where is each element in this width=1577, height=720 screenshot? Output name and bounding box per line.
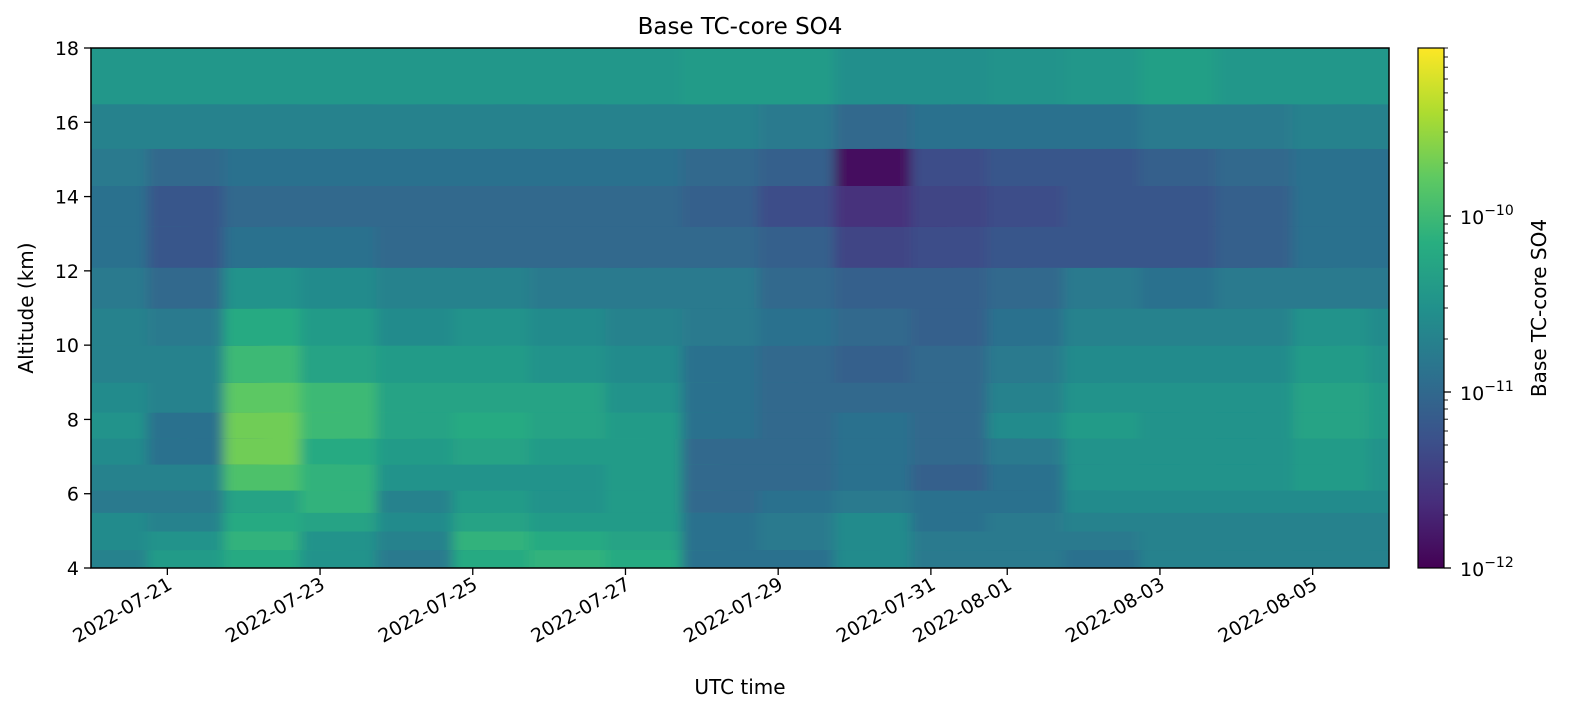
x-tick-label: 2022-08-03 [1062, 573, 1169, 647]
heatmap-cell [1369, 185, 1389, 227]
y-tick-label: 6 [67, 484, 79, 506]
heatmap-cell [1369, 464, 1389, 491]
colorbar-tick-label: 10−12 [1460, 555, 1514, 581]
colorbar-ticks: 10−12 10−11 10−10 [1444, 47, 1514, 581]
y-tick-label: 10 [55, 335, 79, 357]
heatmap-cell [1292, 185, 1389, 227]
x-axis-label: UTC time [694, 675, 785, 699]
heatmap-cell [1369, 530, 1389, 551]
heatmap-cell [1369, 438, 1389, 465]
y-tick-label: 8 [67, 409, 79, 431]
y-tick-label: 12 [55, 261, 79, 283]
colorbar-tick-label: 10−10 [1460, 203, 1514, 229]
y-tick-label: 16 [55, 112, 79, 134]
heatmap-cell [1292, 267, 1389, 309]
colorbar: 10−12 10−11 10−10 Base TC-core SO4 [1417, 47, 1551, 581]
heatmap-cell [1369, 345, 1389, 383]
heatmap-cell [1369, 226, 1389, 268]
heatmap-cell [1292, 464, 1389, 491]
heatmap-cell [1292, 226, 1389, 268]
x-tick-label: 2022-07-23 [222, 573, 329, 647]
heatmap-cell [1369, 412, 1389, 439]
heatmap-cell [1292, 490, 1389, 513]
y-axis: 4 6 8 10 12 14 16 18 [55, 38, 91, 580]
heatmap-cell [1369, 490, 1389, 513]
heatmap-cell [1292, 148, 1389, 186]
chart-title: Base TC-core SO4 [638, 14, 843, 40]
heatmap-cell [1369, 267, 1389, 309]
heatmap-cell [1292, 530, 1389, 551]
heatmap-cell [1292, 438, 1389, 465]
heatmap-cell [1369, 308, 1389, 346]
heatmap-cell [1292, 48, 1389, 105]
x-axis: 2022-07-21 2022-07-23 2022-07-25 2022-07-27… [69, 568, 1321, 648]
y-tick-label: 4 [67, 558, 79, 580]
x-tick-label: 2022-07-29 [680, 573, 787, 647]
heatmap-cell [1292, 103, 1389, 149]
heatmap-cell [1292, 412, 1389, 439]
y-axis-label: Altitude (km) [14, 242, 38, 373]
heatmap-cell [1369, 382, 1389, 413]
heatmap-cell [1369, 549, 1389, 568]
heatmap-cell-group [91, 48, 1389, 568]
colorbar-label: Base TC-core SO4 [1527, 219, 1551, 397]
colorbar-tick-label: 10−11 [1460, 379, 1514, 405]
x-tick-label: 2022-07-21 [69, 573, 176, 647]
y-tick-label: 18 [55, 38, 79, 60]
x-tick-label: 2022-07-27 [527, 573, 634, 647]
heatmap-cell [1292, 549, 1389, 568]
x-tick-label: 2022-07-25 [375, 573, 482, 647]
heatmap-cell [1292, 512, 1389, 532]
colorbar-gradient [1418, 48, 1444, 568]
plot-frame [90, 47, 1390, 569]
heatmap-cell [1292, 345, 1389, 383]
heatmap-cell [1292, 308, 1389, 346]
heatmap-cell [1292, 382, 1389, 413]
y-tick-label: 14 [55, 187, 79, 209]
heatmap-cell [1369, 512, 1389, 532]
heatmap-cells [91, 48, 1389, 568]
x-tick-label: 2022-08-05 [1215, 573, 1322, 647]
heatmap-cell [1369, 48, 1389, 105]
heatmap-cell [1369, 103, 1389, 149]
heatmap-cell [1369, 148, 1389, 186]
